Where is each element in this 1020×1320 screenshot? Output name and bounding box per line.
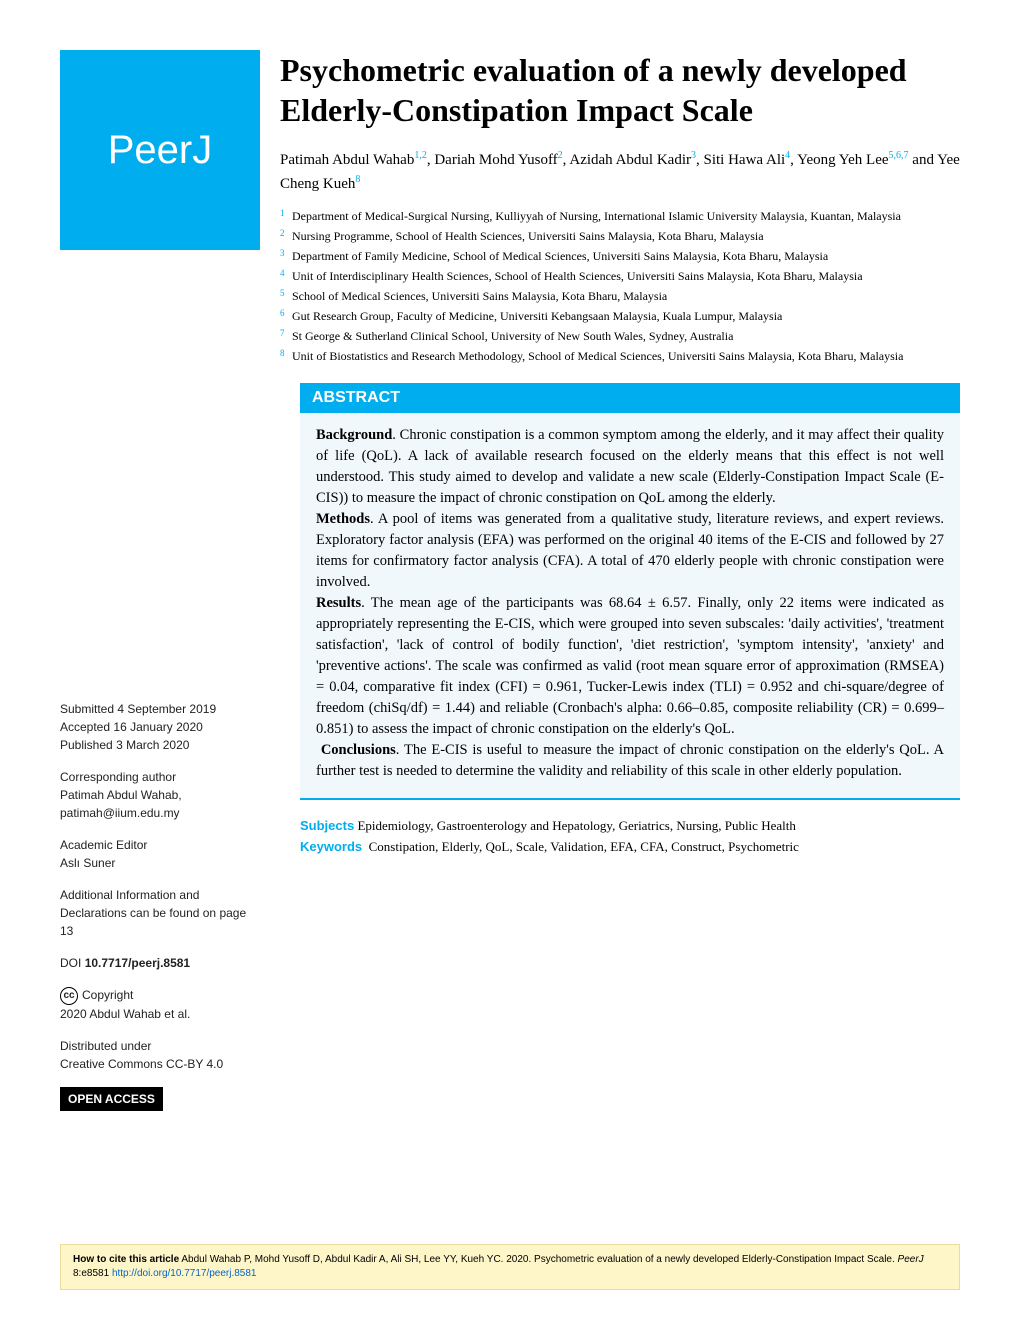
author-list: Patimah Abdul Wahab1,2, Dariah Mohd Yuso…: [280, 148, 960, 195]
affiliation-row: 7St George & Sutherland Clinical School,…: [280, 327, 960, 345]
copyright-label: Copyright: [82, 988, 133, 1002]
affiliation-row: 6Gut Research Group, Faculty of Medicine…: [280, 307, 960, 325]
doi-label: DOI: [60, 956, 81, 970]
abstract-header: ABSTRACT: [300, 383, 960, 413]
author: Patimah Abdul Wahab1,2,: [280, 152, 434, 168]
additional-info: Additional Information and Declarations …: [60, 886, 260, 940]
editor-block: Academic Editor Aslı Suner: [60, 836, 260, 872]
cite-vol: 8:e8581: [73, 1268, 112, 1279]
cite-journal: PeerJ: [898, 1254, 924, 1265]
accepted-label: Accepted: [60, 720, 110, 734]
article-title: Psychometric evaluation of a newly devel…: [280, 50, 960, 130]
sidebar-info: Submitted 4 September 2019 Accepted 16 J…: [60, 700, 260, 1111]
keywords-text: Constipation, Elderly, QoL, Scale, Valid…: [369, 839, 799, 854]
editor-name: Aslı Suner: [60, 856, 115, 870]
subjects-label: Subjects: [300, 818, 354, 833]
subjects-text: Epidemiology, Gastroenterology and Hepat…: [357, 818, 795, 833]
submitted-date: 4 September 2019: [117, 702, 216, 716]
doi-value: 10.7717/peerj.8581: [85, 956, 190, 970]
copyright-text: 2020 Abdul Wahab et al.: [60, 1007, 190, 1021]
open-access-badge: OPEN ACCESS: [60, 1087, 163, 1111]
accepted-date: 16 January 2020: [113, 720, 202, 734]
published-label: Published: [60, 738, 113, 752]
license-block: Distributed under Creative Commons CC-BY…: [60, 1037, 260, 1073]
subjects-keywords: Subjects Epidemiology, Gastroenterology …: [300, 816, 960, 858]
doi-block: DOI 10.7717/peerj.8581: [60, 954, 260, 972]
corresponding-block: Corresponding author Patimah Abdul Wahab…: [60, 768, 260, 822]
background-text: . Chronic constipation is a common sympt…: [316, 427, 944, 506]
editor-label: Academic Editor: [60, 836, 260, 854]
corresponding-name: Patimah Abdul Wahab,: [60, 788, 182, 802]
author: Dariah Mohd Yusoff2,: [434, 152, 569, 168]
results-label: Results: [316, 595, 361, 611]
cite-text: Abdul Wahab P, Mohd Yusoff D, Abdul Kadi…: [181, 1254, 897, 1265]
logo-text: PeerJ: [108, 128, 213, 173]
author: Siti Hawa Ali4,: [704, 152, 798, 168]
cite-label: How to cite this article: [73, 1254, 179, 1265]
background-label: Background: [316, 427, 392, 443]
affiliation-row: 1Department of Medical-Surgical Nursing,…: [280, 207, 960, 225]
conclusions-label: Conclusions: [321, 742, 396, 758]
methods-label: Methods: [316, 511, 370, 527]
corresponding-label: Corresponding author: [60, 768, 260, 786]
cc-icon: cc: [60, 987, 78, 1005]
author: Yeong Yeh Lee5,6,7 and: [797, 152, 937, 168]
results-text: . The mean age of the participants was 6…: [316, 595, 944, 737]
affiliation-row: 8Unit of Biostatistics and Research Meth…: [280, 347, 960, 365]
copyright-block: cc Copyright 2020 Abdul Wahab et al.: [60, 986, 260, 1023]
distributed-label: Distributed under: [60, 1037, 260, 1055]
affiliation-list: 1Department of Medical-Surgical Nursing,…: [280, 207, 960, 365]
dates-block: Submitted 4 September 2019 Accepted 16 J…: [60, 700, 260, 754]
peerj-logo: PeerJ: [60, 50, 260, 250]
corresponding-email: patimah@iium.edu.my: [60, 806, 180, 820]
methods-text: . A pool of items was generated from a q…: [316, 511, 944, 590]
published-date: 3 March 2020: [116, 738, 189, 752]
citation-bar: How to cite this article Abdul Wahab P, …: [60, 1244, 960, 1290]
abstract-body: Background. Chronic constipation is a co…: [300, 413, 960, 800]
submitted-label: Submitted: [60, 702, 114, 716]
distributed-text: Creative Commons CC-BY 4.0: [60, 1057, 223, 1071]
affiliation-row: 4Unit of Interdisciplinary Health Scienc…: [280, 267, 960, 285]
keywords-label: Keywords: [300, 839, 362, 854]
conclusions-text: . The E-CIS is useful to measure the imp…: [316, 742, 944, 779]
affiliation-row: 3Department of Family Medicine, School o…: [280, 247, 960, 265]
affiliation-row: 2Nursing Programme, School of Health Sci…: [280, 227, 960, 245]
author: Azidah Abdul Kadir3,: [569, 152, 703, 168]
affiliation-row: 5School of Medical Sciences, Universiti …: [280, 287, 960, 305]
main-column: Psychometric evaluation of a newly devel…: [280, 50, 960, 858]
cite-link[interactable]: http://doi.org/10.7717/peerj.8581: [112, 1268, 257, 1279]
left-column: PeerJ Submitted 4 September 2019 Accepte…: [60, 50, 260, 1111]
